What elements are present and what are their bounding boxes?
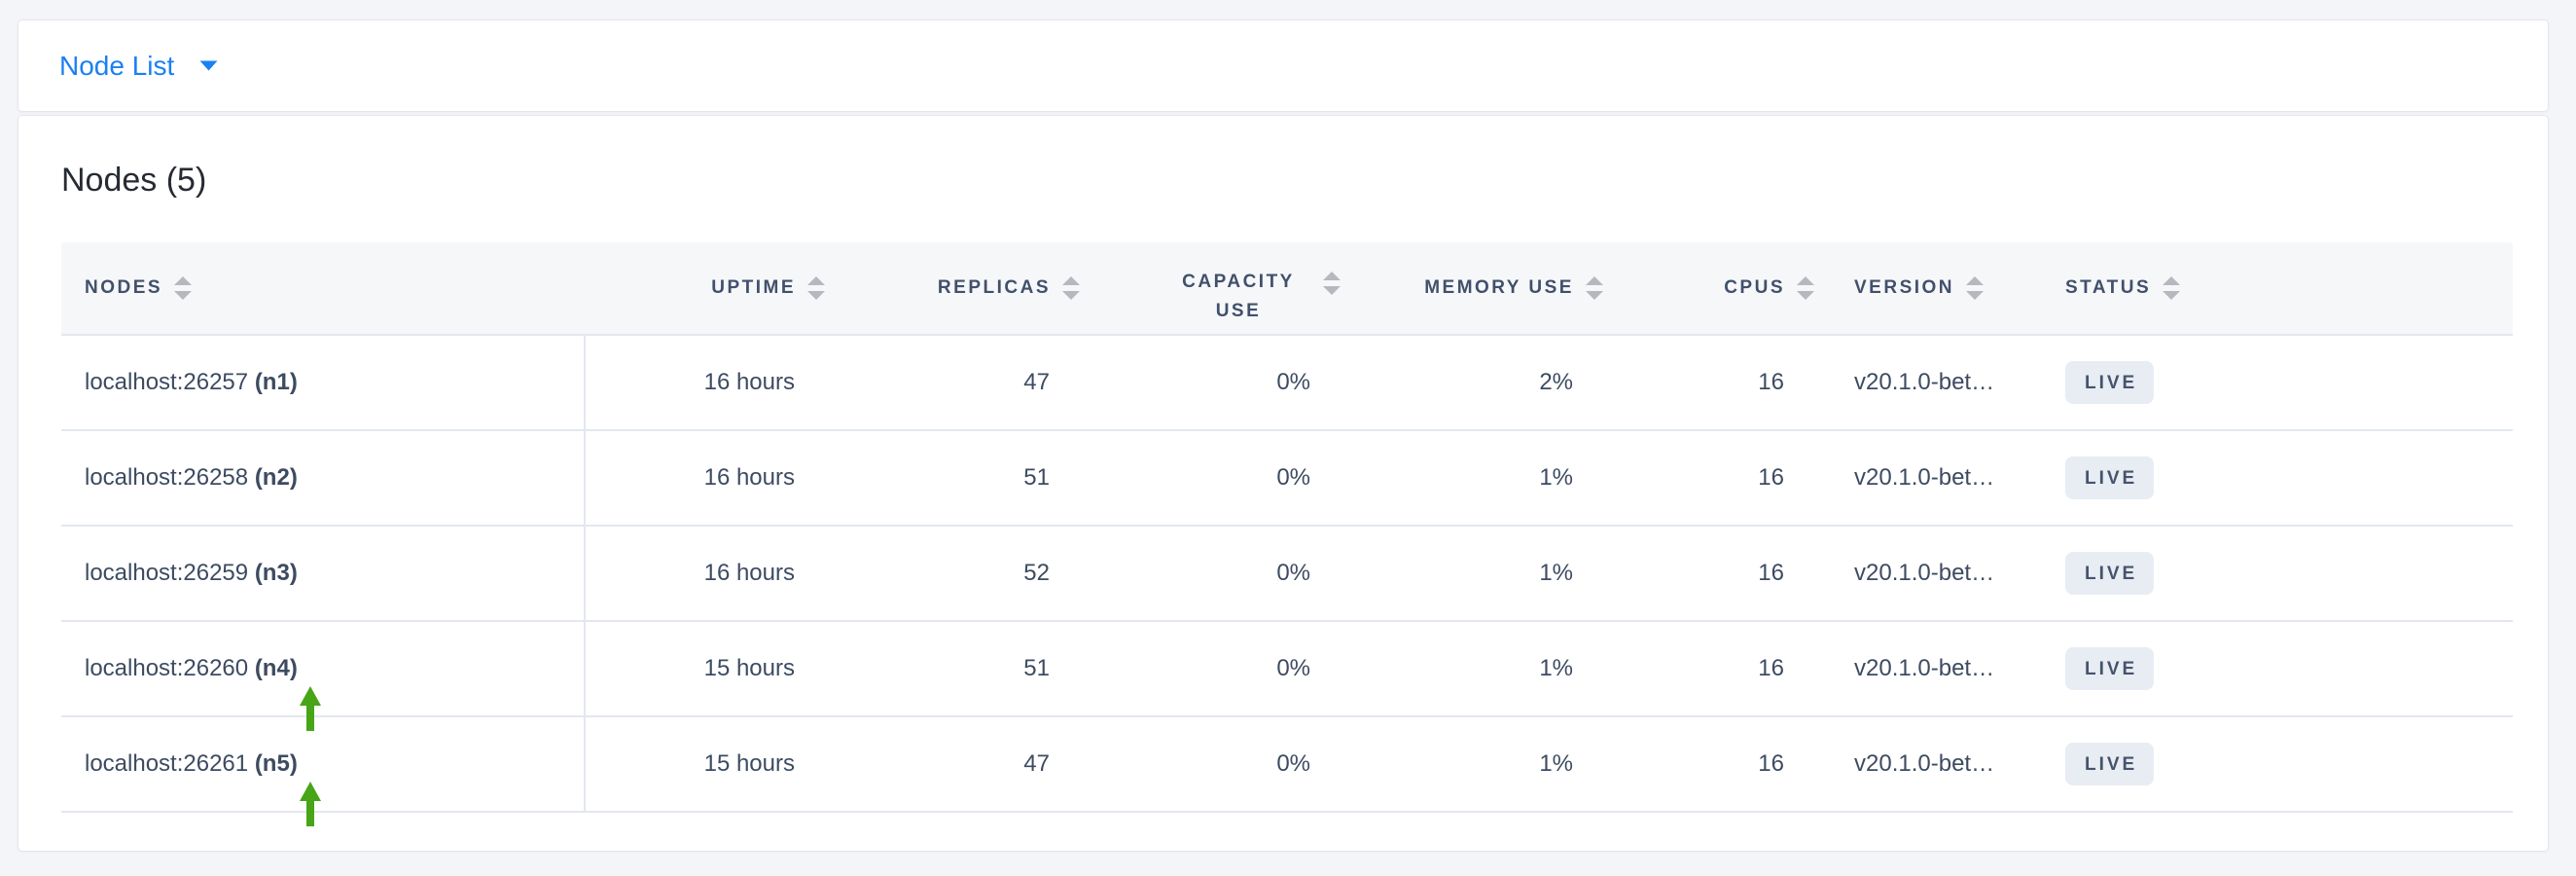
cell-uptime: 16 hours [585, 526, 838, 622]
column-header-label: UPTIME [711, 277, 796, 298]
node-address: localhost:26261 [85, 750, 249, 777]
column-header-capacity[interactable]: CAPACITY USE [1092, 242, 1353, 336]
node-address: localhost:26260 [85, 655, 249, 681]
cell-memory: 2% [1353, 335, 1616, 431]
cell-version: v20.1.0-bet… [1827, 526, 2054, 622]
table-row: localhost:26261 (n5) 15 hours 47 0% 1% 1… [61, 716, 2513, 826]
cell-capacity: 0% [1092, 621, 1353, 717]
cell-status: LIVE [2054, 716, 2513, 813]
cell-nodes: localhost:26260 (n4) [61, 621, 586, 731]
column-header-version[interactable]: VERSION [1827, 242, 2054, 336]
node-address: localhost:26259 [85, 560, 249, 586]
node-id: (n5) [254, 750, 298, 777]
cell-uptime: 16 hours [585, 335, 838, 431]
column-header-label: CAPACITY USE [1182, 271, 1295, 321]
table-row: localhost:26259 (n3) 16 hours 52 0% 1% 1… [61, 526, 2513, 622]
table-header-row: NODES UPTIME REPLICAS CAPACITY USE MEMORY US… [61, 242, 2513, 336]
view-selector-bar: Node List [18, 19, 2549, 112]
column-header-label: STATUS [2065, 277, 2152, 298]
status-badge: LIVE [2065, 361, 2155, 404]
cell-version: v20.1.0-bet… [1827, 716, 2054, 813]
column-header-cpus[interactable]: CPUS [1616, 242, 1827, 336]
cell-cpus: 16 [1616, 430, 1827, 527]
column-header-label: MEMORY USE [1424, 277, 1574, 298]
node-id: (n4) [254, 655, 298, 681]
chevron-down-icon[interactable] [199, 60, 218, 71]
column-header-uptime[interactable]: UPTIME [585, 242, 838, 336]
cell-nodes: localhost:26258 (n2) [61, 430, 586, 527]
column-header-nodes[interactable]: NODES [61, 242, 585, 336]
cell-memory: 1% [1353, 526, 1616, 622]
column-header-label: NODES [85, 277, 163, 298]
status-badge: LIVE [2065, 552, 2155, 595]
cell-capacity: 0% [1092, 526, 1353, 622]
cell-replicas: 52 [838, 526, 1092, 622]
cell-capacity: 0% [1092, 716, 1353, 813]
column-header-status[interactable]: STATUS [2054, 242, 2513, 336]
page-title: Nodes (5) [61, 162, 207, 199]
cell-status: LIVE [2054, 621, 2513, 717]
annotation-arrow-icon [300, 782, 321, 826]
table-row: localhost:26258 (n2) 16 hours 51 0% 1% 1… [61, 430, 2513, 527]
cell-nodes: localhost:26261 (n5) [61, 716, 586, 826]
cell-cpus: 16 [1616, 621, 1827, 717]
status-badge: LIVE [2065, 456, 2155, 499]
sort-icon[interactable] [1059, 274, 1083, 302]
cell-capacity: 0% [1092, 430, 1353, 527]
sort-icon[interactable] [171, 274, 195, 302]
node-id: (n3) [254, 560, 298, 586]
cell-uptime: 15 hours [585, 716, 838, 813]
column-header-memory[interactable]: MEMORY USE [1353, 242, 1616, 336]
column-header-label: REPLICAS [937, 277, 1051, 298]
cell-status: LIVE [2054, 526, 2513, 622]
cell-memory: 1% [1353, 716, 1616, 813]
column-header-label: VERSION [1854, 277, 1955, 298]
cell-replicas: 47 [838, 716, 1092, 813]
node-address: localhost:26258 [85, 464, 249, 491]
cell-uptime: 16 hours [585, 430, 838, 527]
cell-memory: 1% [1353, 621, 1616, 717]
table-row: localhost:26257 (n1) 16 hours 47 0% 2% 1… [61, 335, 2513, 431]
cell-status: LIVE [2054, 430, 2513, 527]
node-list-dropdown-label: Node List [59, 50, 175, 81]
column-header-label: CPUS [1724, 277, 1785, 298]
nodes-card: Nodes (5) NODES UPTIME REPLICAS CAPACITY US… [18, 115, 2549, 852]
sort-icon[interactable] [805, 274, 828, 302]
node-table: NODES UPTIME REPLICAS CAPACITY USE MEMORY US… [61, 242, 2513, 826]
node-id: (n1) [254, 369, 298, 395]
cell-replicas: 51 [838, 430, 1092, 527]
sort-icon[interactable] [1320, 270, 1343, 297]
table-row: localhost:26260 (n4) 15 hours 51 0% 1% 1… [61, 621, 2513, 731]
cell-uptime: 15 hours [585, 621, 838, 717]
node-list-dropdown[interactable]: Node List [59, 50, 218, 81]
sort-icon[interactable] [2160, 274, 2183, 302]
cell-memory: 1% [1353, 430, 1616, 527]
cell-replicas: 51 [838, 621, 1092, 717]
cell-version: v20.1.0-bet… [1827, 621, 2054, 717]
sort-icon[interactable] [1583, 274, 1606, 302]
cell-capacity: 0% [1092, 335, 1353, 431]
status-badge: LIVE [2065, 647, 2155, 690]
node-address: localhost:26257 [85, 369, 249, 395]
status-badge: LIVE [2065, 743, 2155, 785]
cell-cpus: 16 [1616, 526, 1827, 622]
sort-icon[interactable] [1963, 274, 1986, 302]
cell-cpus: 16 [1616, 335, 1827, 431]
column-header-replicas[interactable]: REPLICAS [838, 242, 1092, 336]
cell-nodes: localhost:26259 (n3) [61, 526, 586, 622]
cell-version: v20.1.0-bet… [1827, 430, 2054, 527]
cell-replicas: 47 [838, 335, 1092, 431]
node-id: (n2) [254, 464, 298, 491]
cell-status: LIVE [2054, 335, 2513, 431]
sort-icon[interactable] [1794, 274, 1817, 302]
cell-version: v20.1.0-bet… [1827, 335, 2054, 431]
cell-cpus: 16 [1616, 716, 1827, 813]
cell-nodes: localhost:26257 (n1) [61, 335, 586, 431]
